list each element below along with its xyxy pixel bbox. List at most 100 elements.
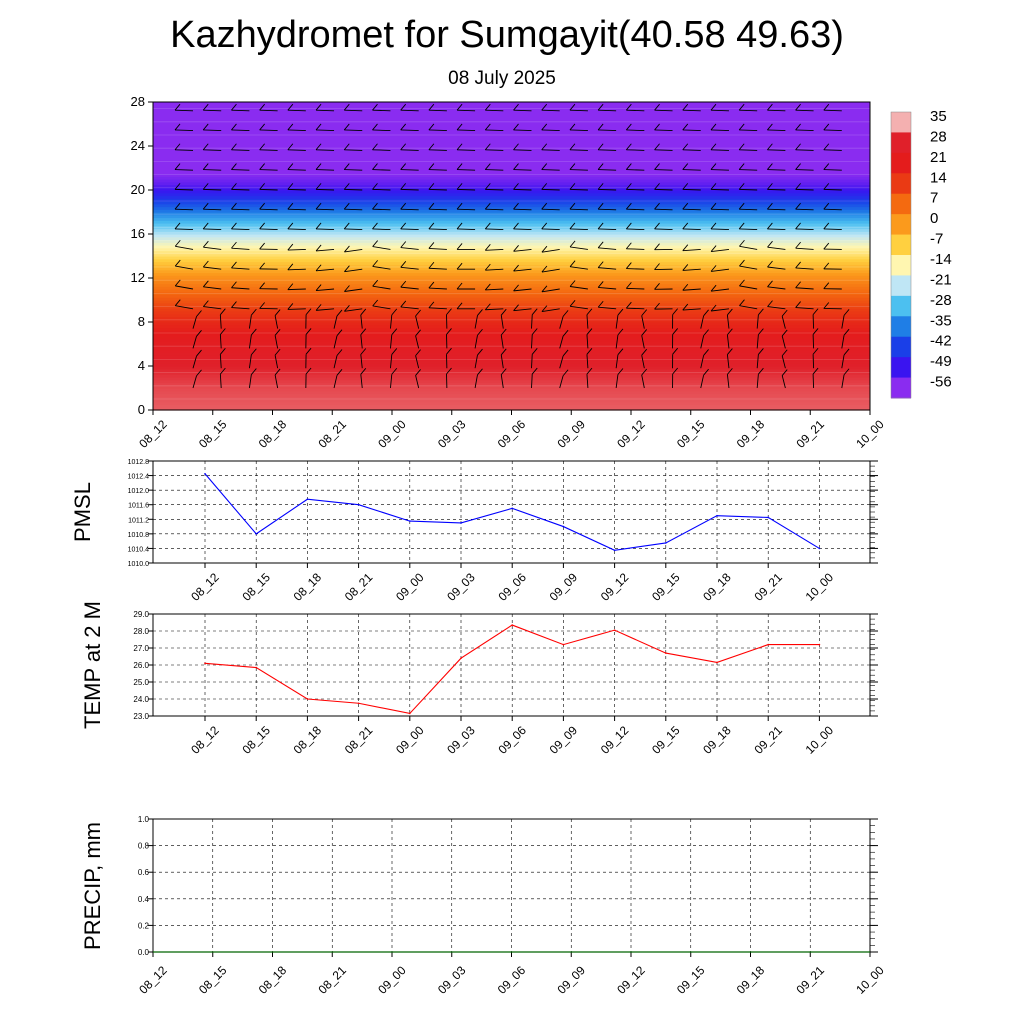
wind-barb — [372, 285, 391, 290]
wind-barb-flag — [710, 202, 717, 210]
wind-barb-flag — [287, 143, 294, 151]
wind-barb-flag — [372, 123, 378, 131]
x-tick-label: 09_06 — [495, 417, 529, 451]
colorbar-swatch — [891, 234, 911, 256]
x-tick-label: 09_03 — [444, 570, 478, 604]
wind-barb-flag — [336, 369, 343, 376]
temperature-band — [153, 374, 870, 378]
colorbar-label: 14 — [930, 169, 947, 186]
wind-barb — [513, 268, 532, 272]
wind-barb-flag — [231, 202, 237, 210]
wind-barb — [287, 228, 306, 231]
wind-barb-flag — [174, 163, 181, 170]
wind-barb-flag — [305, 308, 312, 315]
wind-barb-flag — [710, 143, 717, 151]
wind-barb — [767, 208, 786, 211]
wind-barb — [372, 265, 391, 270]
x-tick-label: 09_03 — [435, 963, 469, 997]
x-tick-label: 09_06 — [495, 723, 529, 757]
wind-barb — [390, 314, 393, 329]
wind-barb-flag — [456, 202, 463, 210]
temperature-band — [153, 239, 870, 243]
wind-barb — [598, 286, 617, 290]
wind-barb-flag — [672, 347, 679, 355]
y-tick-label: 1011.6 — [128, 503, 149, 510]
wind-barb — [231, 208, 250, 211]
wind-barb-flag — [781, 309, 788, 317]
wind-barb — [400, 109, 419, 112]
wind-barb — [710, 169, 729, 171]
data-point — [716, 514, 718, 517]
x-tick-label: 09_21 — [794, 963, 828, 997]
wind-barb-flag — [625, 301, 632, 309]
wind-barb-flag — [231, 123, 237, 131]
wind-barb-flag — [372, 202, 378, 210]
colorbar-label: 7 — [930, 190, 938, 207]
wind-barb — [682, 109, 701, 112]
wind-barb-flag — [343, 103, 350, 111]
wind-barb-flag — [541, 202, 548, 210]
wind-barb — [682, 288, 701, 291]
wind-barb-flag — [400, 222, 407, 230]
wind-barb-flag — [843, 368, 850, 376]
wind-barb-flag — [795, 261, 801, 269]
wind-barb — [457, 188, 476, 191]
temperature-band — [153, 256, 870, 260]
wind-barb — [598, 306, 617, 310]
wind-barb-flag — [738, 202, 745, 210]
wind-barb-flag — [710, 245, 717, 252]
wind-barb — [192, 336, 197, 349]
wind-barb — [710, 208, 729, 211]
wind-barb-flag — [484, 103, 491, 111]
wind-barb-flag — [682, 222, 689, 230]
wind-barb — [823, 228, 842, 231]
wind-barb — [231, 267, 250, 270]
colorbar-frame — [890, 111, 912, 399]
wind-barb — [274, 355, 279, 369]
wind-barb-flag — [682, 183, 689, 190]
wind-barb — [174, 149, 194, 151]
data-point — [562, 525, 565, 528]
wind-barb-flag — [202, 240, 209, 248]
wind-barb — [513, 169, 532, 171]
wind-barb — [739, 149, 758, 151]
wind-barb — [726, 334, 730, 349]
wind-barb — [682, 188, 701, 191]
wind-barb — [756, 314, 759, 329]
temperature-band — [153, 143, 870, 147]
x-tick-label: 09_00 — [393, 570, 427, 604]
wind-barb-flag — [625, 103, 632, 111]
temperature-band — [153, 159, 870, 164]
wind-barb — [559, 355, 564, 369]
wind-barb — [287, 208, 306, 211]
wind-barb-flag — [710, 284, 717, 292]
wind-barb-flag — [343, 163, 350, 170]
y-tick-label: 26.0 — [133, 661, 149, 670]
wind-barb — [203, 169, 222, 171]
wind-barb-flag — [597, 103, 604, 111]
wind-barb — [682, 268, 701, 271]
wind-barb-flag — [682, 143, 689, 151]
wind-barb-flag — [400, 143, 407, 151]
temperature-band — [153, 302, 870, 307]
wind-barb-flag — [259, 262, 265, 270]
wind-barb-flag — [174, 222, 181, 230]
temperature-band — [153, 245, 870, 249]
wind-barb — [428, 188, 447, 191]
wind-barb — [500, 354, 504, 369]
wind-barb-flag — [823, 302, 830, 309]
wind-barb — [400, 129, 419, 132]
wind-barb — [586, 354, 589, 369]
wind-barb — [474, 335, 478, 349]
wind-barb-flag — [823, 222, 830, 230]
wind-barb — [219, 334, 222, 349]
temperature-band — [153, 300, 870, 304]
wind-barb — [428, 267, 447, 270]
x-tick-label: 08_21 — [316, 963, 350, 997]
wind-barb — [400, 149, 419, 151]
temperature-band — [153, 377, 870, 381]
wind-barb-flag — [625, 222, 632, 230]
temperature-band — [153, 316, 870, 320]
wind-barb-flag — [767, 202, 773, 210]
wind-barb-flag — [654, 263, 660, 270]
